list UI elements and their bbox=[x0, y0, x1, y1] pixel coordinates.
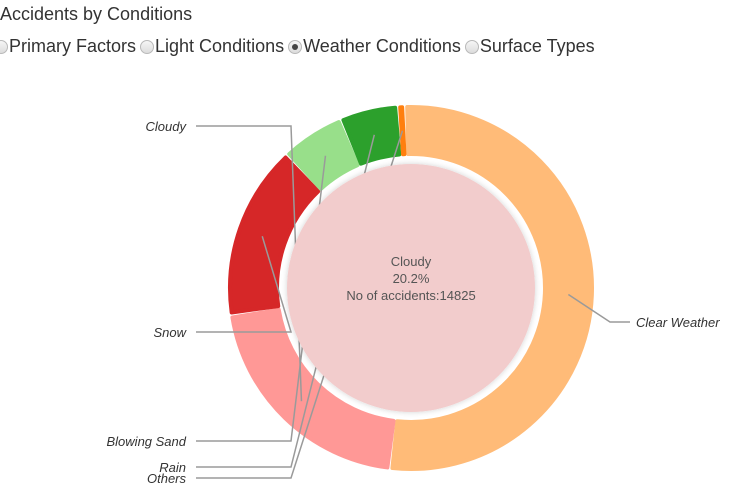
center-category: Cloudy bbox=[391, 254, 432, 269]
slice-rain[interactable] bbox=[341, 105, 402, 166]
slice-blowing-sand[interactable] bbox=[287, 120, 360, 191]
radio-surface-types[interactable]: Surface Types bbox=[464, 36, 599, 57]
radio-button-icon[interactable] bbox=[140, 39, 155, 54]
slice-label-cloudy: Cloudy bbox=[146, 119, 188, 134]
radio-button-icon[interactable] bbox=[464, 39, 479, 54]
condition-radio-group: Primary Factors Light Conditions Weather… bbox=[0, 36, 599, 57]
radio-label-primary-factors[interactable]: Primary Factors bbox=[9, 36, 137, 56]
slice-label-snow: Snow bbox=[153, 325, 187, 340]
radio-button-icon[interactable] bbox=[0, 39, 8, 54]
center-accidents: No of accidents:14825 bbox=[346, 288, 475, 303]
radio-label-weather-conditions[interactable]: Weather Conditions bbox=[303, 36, 461, 56]
page-title: Accidents by Conditions bbox=[0, 4, 193, 24]
radio-primary-factors[interactable]: Primary Factors bbox=[0, 36, 140, 57]
slice-label-others: Others bbox=[147, 471, 187, 486]
radio-weather-conditions[interactable]: Weather Conditions bbox=[288, 36, 465, 57]
donut-center-disc bbox=[287, 164, 535, 412]
slice-label-blowing-sand: Blowing Sand bbox=[107, 434, 187, 449]
slice-snow[interactable] bbox=[228, 155, 321, 315]
slice-clear-weather[interactable] bbox=[390, 105, 594, 471]
radio-label-light-conditions[interactable]: Light Conditions bbox=[155, 36, 285, 56]
radio-button-selected-icon[interactable] bbox=[288, 39, 303, 54]
slice-label-rain: Rain bbox=[159, 460, 186, 475]
radio-light-conditions[interactable]: Light Conditions bbox=[140, 36, 288, 57]
leader-line-clear-weather bbox=[567, 293, 630, 323]
center-percent: 20.2% bbox=[393, 271, 430, 286]
slice-label-clear-weather: Clear Weather bbox=[636, 315, 720, 330]
radio-label-surface-types[interactable]: Surface Types bbox=[479, 36, 595, 56]
leader-line-snow bbox=[196, 236, 293, 333]
slice-cloudy[interactable] bbox=[230, 307, 396, 470]
